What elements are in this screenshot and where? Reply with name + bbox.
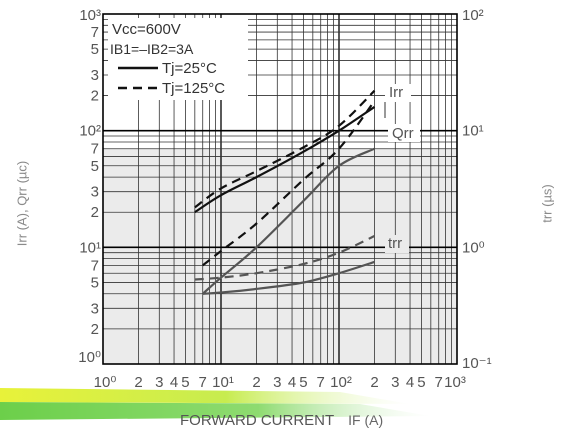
y-left-tick-label: 5	[91, 274, 99, 291]
y-left-tick-label: 5	[91, 41, 99, 58]
decorative-banner	[0, 388, 430, 420]
curve-annotations: Irr Qrr trr	[384, 84, 420, 253]
x-tick-label: 2	[134, 374, 142, 391]
annotation-bg-trr	[385, 235, 409, 253]
curves	[194, 89, 376, 295]
x-tick-label: 7	[317, 374, 325, 391]
legend-entry-label: Tj=25°C	[162, 60, 217, 77]
grid	[103, 14, 457, 364]
y-axis-label-right: trr (µs)	[539, 184, 555, 223]
y-left-tick-label: 2	[91, 204, 99, 221]
y-left-tick-label: 2	[91, 321, 99, 338]
y-left-tick-label: 10¹	[79, 239, 101, 256]
y-right-tick-label: 10⁰	[462, 239, 485, 256]
x-tick-label: 5	[181, 374, 189, 391]
series-line-qrr-solid	[201, 147, 375, 295]
plot-frame	[102, 13, 458, 365]
series-line-irr-dashed	[194, 89, 376, 209]
y-left-tick-label: 3	[91, 184, 99, 201]
plot-lower-shade	[103, 148, 457, 364]
annotation-qrr: Qrr	[392, 125, 414, 142]
series-line-trr-solid	[202, 260, 375, 295]
y-left-tick-label: 3	[91, 67, 99, 84]
legend-condition-vcc: Vcc=600V	[112, 21, 181, 38]
x-tick-label: 2	[370, 374, 378, 391]
x-tick-label: 3	[155, 374, 163, 391]
y-left-tick-label: 10⁰	[78, 349, 101, 366]
x-tick-label: 3	[273, 374, 281, 391]
x-axis-label-text: FORWARD CURRENT	[180, 412, 335, 429]
x-tick-label: 4	[406, 374, 414, 391]
x-tick-label: 10⁰	[94, 374, 117, 391]
y-left-tick-label: 7	[91, 24, 99, 41]
x-tick-label: 2	[252, 374, 260, 391]
y-right-tick-label: 10²	[462, 7, 484, 24]
x-tick-label: 7	[435, 374, 443, 391]
x-axis-unit: IF (A)	[348, 412, 384, 428]
x-tick-label: 5	[299, 374, 307, 391]
legend-entry-label: Tj=125°C	[162, 80, 225, 97]
x-tick-label: 10³	[444, 374, 466, 391]
y-left-tick-label: 7	[91, 257, 99, 274]
annotation-irr: Irr	[389, 84, 403, 101]
series-line-qrr-dashed	[202, 100, 376, 267]
x-tick-label: 10²	[330, 374, 352, 391]
x-tick-label: 7	[199, 374, 207, 391]
y-left-tick-label: 10³	[79, 7, 101, 24]
x-tick-label: 3	[391, 374, 399, 391]
x-tick-label: 4	[170, 374, 178, 391]
x-axis-label: FORWARD CURRENT IF (A)	[180, 412, 383, 429]
legend-condition-ib: IB1=–IB2=3A	[110, 41, 194, 57]
annotation-bg-qrr	[388, 124, 420, 142]
series-line-irr-solid	[194, 105, 376, 214]
y-left-tick-label: 3	[91, 300, 99, 317]
series-line-trr-dashed	[194, 235, 375, 281]
y-left-tick-label: 7	[91, 141, 99, 158]
legend-background	[108, 18, 248, 100]
y-right-tick-label: 10¹	[462, 123, 484, 140]
y-left-tick-label: 5	[91, 158, 99, 175]
annotation-trr: trr	[388, 235, 402, 252]
x-tick-label: 10¹	[212, 374, 234, 391]
x-tick-label: 4	[288, 374, 296, 391]
y-axis-label-left: Irr (A), Qrr (µc)	[14, 160, 30, 247]
tick-labels: 10⁰ 2 3 4 5 7 10¹ 2 3 4 5 7 10² 2 3 4 5 7 10³10³753210²753…	[78, 7, 491, 391]
annotation-bg-irr	[385, 84, 411, 102]
y-left-tick-label: 2	[91, 88, 99, 105]
legend: Vcc=600V IB1=–IB2=3A Tj=25°C Tj=125°C	[108, 18, 248, 100]
x-tick-label: 5	[417, 374, 425, 391]
y-right-tick-label: 10⁻¹	[462, 355, 492, 372]
y-left-tick-label: 10²	[79, 123, 101, 140]
